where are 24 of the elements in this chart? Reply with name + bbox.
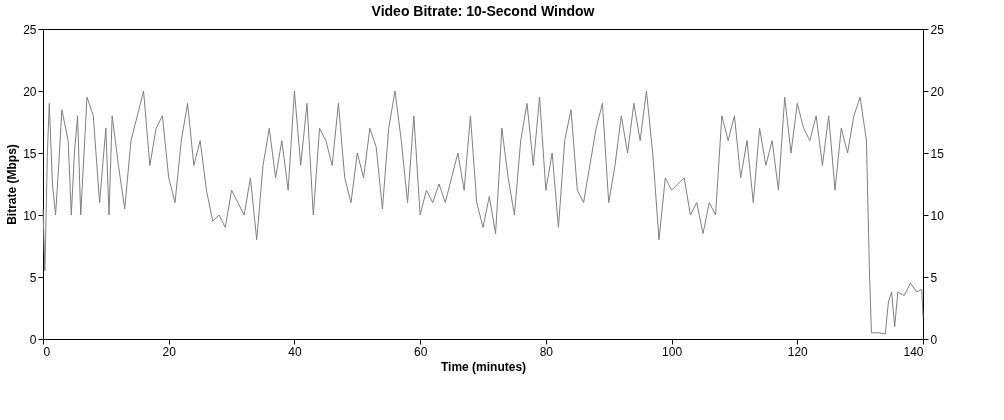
x-tick-label: 140 — [903, 344, 924, 359]
x-tick-label: 60 — [413, 344, 428, 359]
x-axis-title: Time (minutes) — [440, 359, 527, 374]
y-tick-label: 10 — [23, 208, 37, 223]
x-tick-label: 120 — [787, 344, 809, 359]
y2-tick-label: 25 — [930, 22, 945, 37]
y2-tick-label: 5 — [930, 270, 938, 285]
y2-tick-label: 10 — [930, 208, 945, 223]
line-series — [42, 90, 924, 335]
x-tick-label: 100 — [662, 344, 683, 359]
y-tick-label: 5 — [29, 270, 37, 285]
x-tick-label: 20 — [162, 344, 177, 359]
y-tick-label: 0 — [29, 332, 37, 347]
chart-title: Video Bitrate: 10-Second Window — [371, 3, 595, 19]
y2-tick-label: 20 — [930, 84, 945, 99]
y2-tick-label: 15 — [930, 146, 945, 161]
x-tick-label: 40 — [288, 344, 302, 359]
y-tick-label: 15 — [23, 146, 37, 161]
y-tick-label: 20 — [23, 84, 37, 99]
y2-tick-label: 0 — [930, 332, 938, 347]
y-axis-title: Bitrate (Mbps) — [5, 144, 20, 225]
y-tick-label: 25 — [23, 22, 37, 37]
x-tick-label: 0 — [43, 344, 51, 359]
x-tick-label: 80 — [539, 344, 554, 359]
